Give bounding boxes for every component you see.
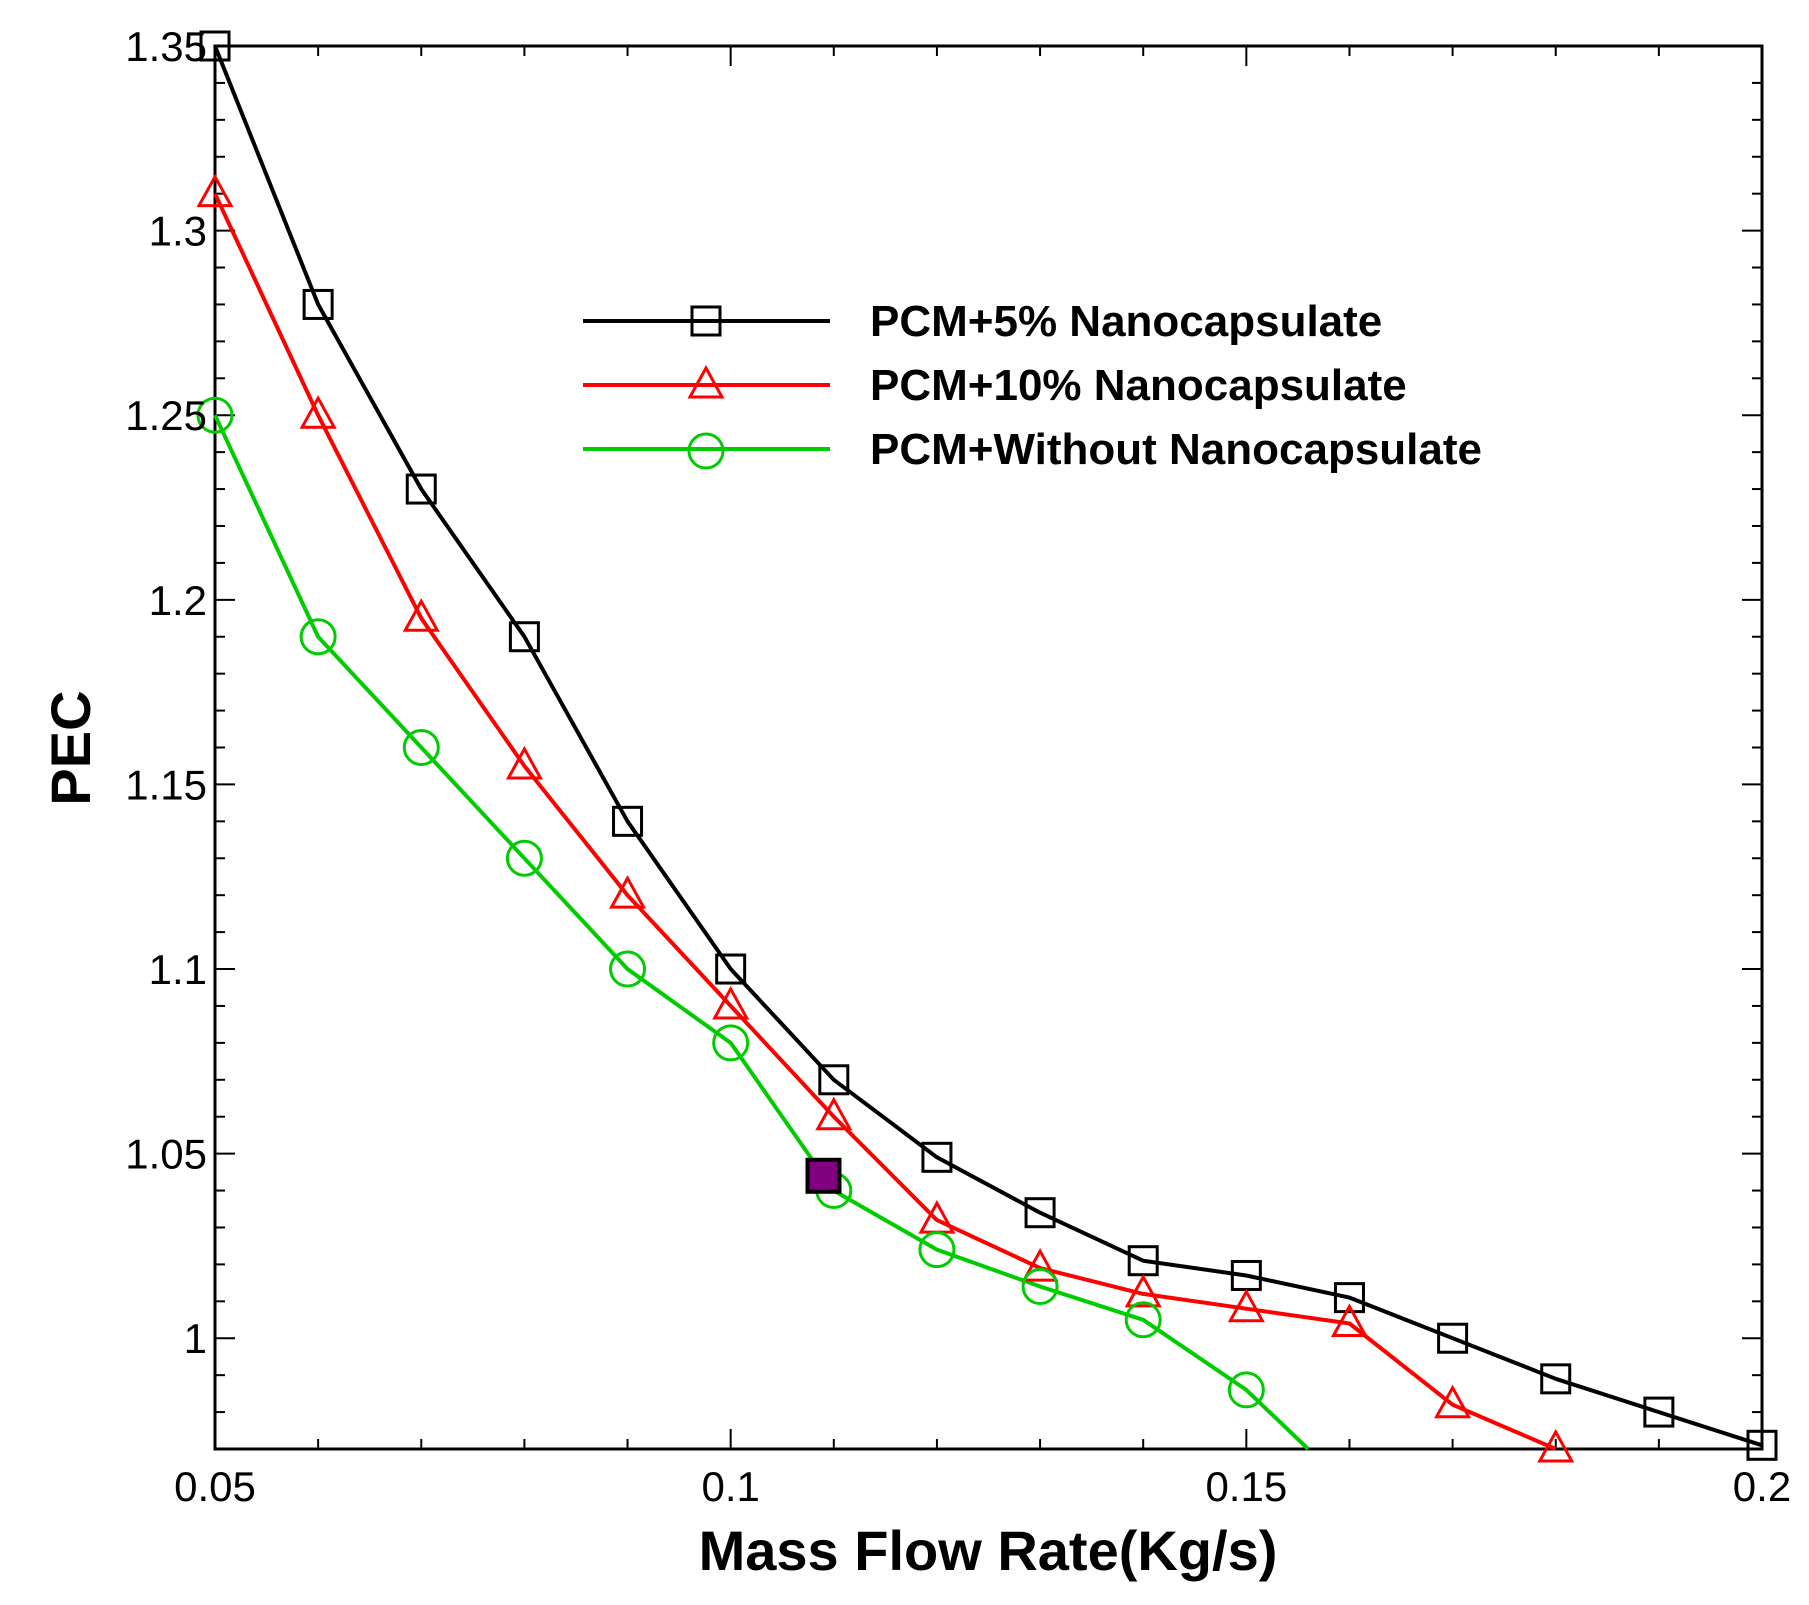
series-line-pcm-5 — [213, 45, 1763, 1448]
tick-labels: 0.05 0.1 0.15 0.2 1 1.05 1.1 1.15 1.2 1.25 1.3 1.35 — [125, 23, 1791, 1510]
data-point-pcm-5 — [1746, 1429, 1778, 1461]
series-line-pcm-without — [213, 414, 1310, 1451]
legend-entry-pcm-10: PCM+10% Nanocapsulate — [583, 361, 1407, 410]
data-point-pcm-10 — [1021, 1247, 1059, 1282]
data-point-pcm-5 — [1540, 1363, 1572, 1395]
data-point-pcm-10 — [1227, 1288, 1265, 1323]
data-point-pcm-without — [196, 396, 234, 434]
data-point-pcm-5 — [921, 1141, 953, 1173]
x-tick-label: 0.1 — [701, 1463, 759, 1510]
data-point-pcm-10 — [299, 395, 337, 429]
legend-label-pcm-10: PCM+10% Nanocapsulate — [870, 361, 1407, 410]
data-point-pcm-5 — [508, 621, 540, 653]
series-lines — [213, 45, 1763, 1451]
data-point-pcm-5 — [1643, 1396, 1675, 1428]
y-tick-label: 1.35 — [125, 23, 207, 70]
legend: PCM+5% Nanocapsulate PCM+10% Nanocapsula… — [583, 297, 1482, 474]
x-tick-label: 0.15 — [1205, 1463, 1287, 1510]
data-point-pcm-10 — [1124, 1273, 1162, 1308]
legend-marker-pcm-10 — [687, 364, 725, 399]
legend-entry-pcm-without: PCM+Without Nanocapsulate — [583, 425, 1482, 474]
x-axis-title: Mass Flow Rate(Kg/s) — [699, 1519, 1278, 1582]
data-point-pcm-5 — [715, 953, 747, 985]
data-point-pcm-without — [1021, 1268, 1059, 1306]
data-point-pcm-without — [1227, 1371, 1265, 1409]
data-point-pcm-5 — [1437, 1322, 1469, 1354]
y-tick-label: 1 — [184, 1315, 207, 1362]
data-point-pcm-5 — [818, 1064, 850, 1096]
legend-label-pcm-5: PCM+5% Nanocapsulate — [870, 297, 1382, 346]
data-point-pcm-10 — [608, 875, 647, 909]
data-point-pcm-5 — [199, 30, 231, 62]
plot-frame — [213, 44, 1764, 1451]
data-point-pcm-without — [299, 618, 337, 656]
y-tick-label: 1.15 — [125, 761, 207, 808]
data-point-pcm-5 — [302, 288, 334, 320]
data-point-pcm-without — [402, 729, 440, 766]
data-point-pcm-5 — [612, 805, 644, 837]
data-point-pcm-5 — [1024, 1197, 1056, 1229]
data-point-pcm-without — [712, 1024, 750, 1062]
y-tick-label: 1.3 — [149, 208, 207, 255]
data-point-pcm-5 — [1333, 1282, 1365, 1314]
annotations — [805, 1157, 842, 1194]
legend-marker-pcm-without — [687, 432, 725, 470]
data-point-pcm-10 — [402, 598, 440, 632]
data-point-pcm-without — [1124, 1301, 1162, 1339]
data-point-pcm-10 — [1537, 1428, 1575, 1463]
data-point-pcm-without — [609, 950, 647, 988]
data-point-pcm-without — [505, 839, 543, 877]
data-point-pcm-10 — [196, 173, 234, 208]
legend-label-pcm-without: PCM+Without Nanocapsulate — [870, 425, 1482, 474]
data-point-pcm-10 — [1434, 1384, 1472, 1419]
legend-entry-pcm-5: PCM+5% Nanocapsulate — [583, 297, 1382, 346]
x-tick-label: 0.2 — [1733, 1463, 1791, 1510]
legend-marker-pcm-5 — [690, 305, 722, 337]
data-point-pcm-10 — [712, 985, 750, 1020]
highlight-marker — [805, 1157, 842, 1194]
axis-ticks — [214, 45, 1763, 1450]
data-point-pcm-without — [918, 1231, 956, 1269]
y-axis-title: PEC — [39, 690, 102, 805]
data-point-pcm-10 — [505, 745, 543, 780]
series-line-pcm-10 — [213, 192, 1557, 1451]
data-point-pcm-5 — [405, 473, 437, 505]
data-point-pcm-10 — [815, 1096, 853, 1131]
y-tick-label: 1.1 — [149, 946, 207, 993]
data-point-pcm-10 — [1330, 1303, 1369, 1337]
x-tick-label: 0.05 — [174, 1463, 256, 1510]
y-tick-label: 1.25 — [125, 392, 207, 439]
y-tick-label: 1.05 — [125, 1131, 207, 1178]
series-markers — [196, 30, 1778, 1463]
y-tick-label: 1.2 — [149, 577, 207, 624]
